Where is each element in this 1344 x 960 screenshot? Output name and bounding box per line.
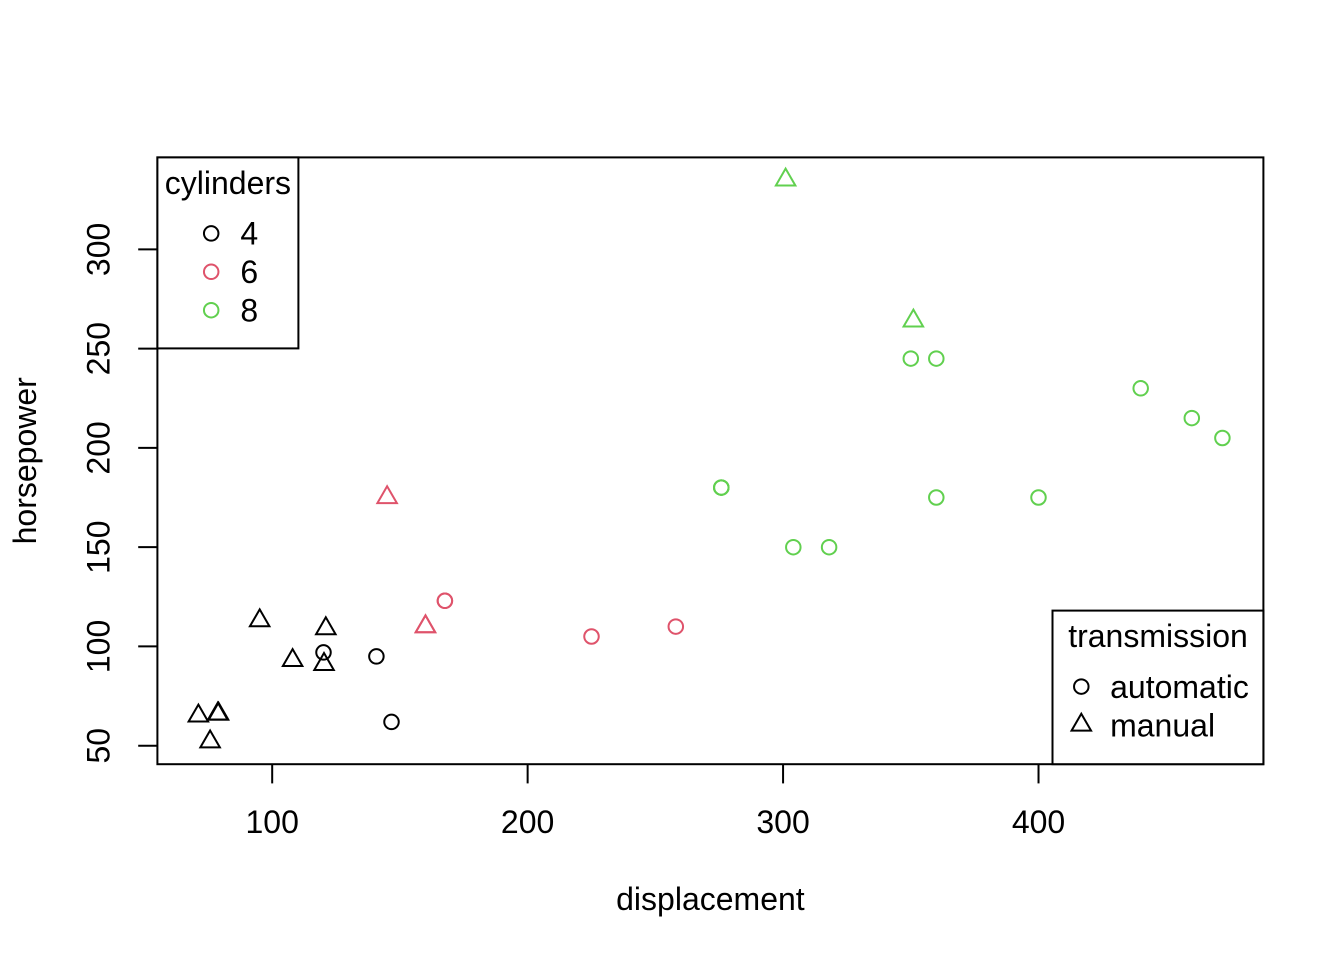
svg-text:cylinders: cylinders (165, 165, 291, 201)
svg-text:8: 8 (240, 293, 258, 329)
svg-text:200: 200 (501, 804, 554, 840)
svg-text:manual: manual (1110, 707, 1215, 743)
svg-text:100: 100 (81, 620, 117, 673)
svg-text:100: 100 (245, 804, 298, 840)
svg-text:150: 150 (81, 520, 117, 573)
svg-text:automatic: automatic (1110, 669, 1249, 705)
svg-text:50: 50 (81, 728, 117, 764)
svg-text:6: 6 (240, 254, 258, 290)
svg-text:displacement: displacement (616, 881, 805, 917)
svg-text:400: 400 (1012, 804, 1065, 840)
svg-text:300: 300 (81, 223, 117, 276)
svg-text:250: 250 (81, 322, 117, 375)
svg-text:300: 300 (756, 804, 809, 840)
svg-text:transmission: transmission (1068, 618, 1248, 654)
svg-text:horsepower: horsepower (7, 377, 43, 545)
svg-text:4: 4 (240, 216, 258, 252)
svg-text:200: 200 (81, 421, 117, 474)
